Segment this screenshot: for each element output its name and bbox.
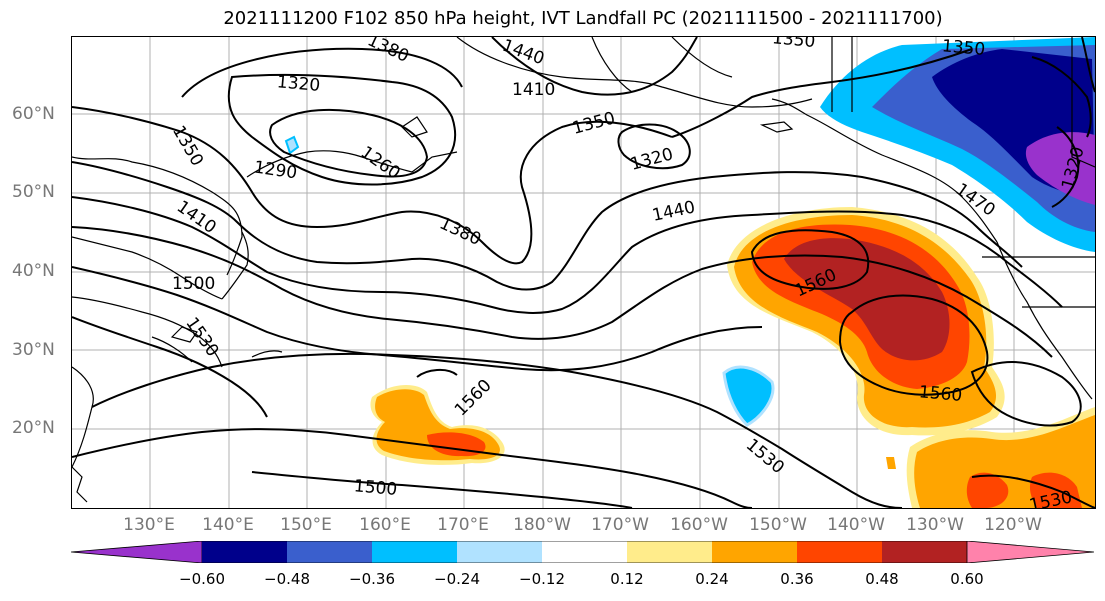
colorbar-segment bbox=[882, 541, 967, 563]
colorbar-tick-label: 0.36 bbox=[780, 570, 814, 588]
lon-label-140w: 140°W bbox=[827, 515, 885, 535]
colorbar-tick-label: −0.36 bbox=[349, 570, 395, 588]
contour-label: 1380 bbox=[436, 214, 484, 250]
lon-label-140e: 140°E bbox=[202, 515, 254, 535]
map-title: 2021111200 F102 850 hPa height, IVT Land… bbox=[223, 8, 943, 29]
lat-label-40n: 40°N bbox=[12, 261, 55, 281]
colorbar-segment bbox=[202, 541, 287, 563]
lon-label-160w: 160°W bbox=[670, 515, 728, 535]
contour-label: 1410 bbox=[512, 80, 555, 100]
contour-label: 1560 bbox=[918, 382, 963, 406]
colorbar-segment bbox=[542, 541, 627, 563]
colorbar bbox=[71, 541, 1094, 563]
contour-label: 1530 bbox=[742, 435, 788, 478]
contour-label: 1380 bbox=[364, 37, 412, 67]
lon-label-150e: 150°E bbox=[280, 515, 332, 535]
lon-label-170e: 170°E bbox=[437, 515, 489, 535]
contour-label: 1290 bbox=[253, 158, 299, 184]
colorbar-segment bbox=[712, 541, 797, 563]
colorbar-segment bbox=[966, 541, 1094, 563]
lat-label-30n: 30°N bbox=[12, 340, 55, 360]
colorbar-tick-label: 0.48 bbox=[865, 570, 899, 588]
coastlines bbox=[72, 37, 1095, 503]
height-contours bbox=[72, 37, 1095, 508]
colorbar-segment bbox=[372, 541, 457, 563]
colorbar-segment bbox=[71, 541, 203, 563]
colorbar-tick-label: 0.60 bbox=[950, 570, 984, 588]
colorbar-segment bbox=[457, 541, 542, 563]
contour-label: 1320 bbox=[276, 72, 321, 96]
contour-label: 1560 bbox=[451, 376, 496, 421]
contour-label: 1440 bbox=[651, 197, 697, 226]
map-panel: 1380 1440 1320 1410 1350 1290 1260 1350 … bbox=[71, 36, 1096, 509]
contour-label: 1410 bbox=[173, 197, 220, 238]
colorbar-segment bbox=[627, 541, 712, 563]
colorbar-tick-label: 0.12 bbox=[610, 570, 644, 588]
ivt-positive-region bbox=[370, 207, 1095, 508]
colorbar-segment bbox=[797, 541, 882, 563]
lat-label-20n: 20°N bbox=[12, 418, 55, 438]
contour-label: 1320 bbox=[628, 144, 675, 175]
contour-label: 1350 bbox=[168, 122, 207, 169]
lon-label-170w: 170°W bbox=[591, 515, 649, 535]
colorbar-tick-label: −0.12 bbox=[519, 570, 565, 588]
ivt-negative-region bbox=[284, 37, 1095, 427]
map-canvas: 1380 1440 1320 1410 1350 1290 1260 1350 … bbox=[72, 37, 1095, 508]
lat-label-60n: 60°N bbox=[12, 104, 55, 124]
lon-label-150w: 150°W bbox=[749, 515, 807, 535]
contour-label: 1350 bbox=[570, 108, 617, 139]
contour-label: 1350 bbox=[941, 37, 986, 60]
colorbar-tick-label: −0.60 bbox=[179, 570, 225, 588]
colorbar-tick-label: −0.48 bbox=[264, 570, 310, 588]
lon-label-130w: 130°W bbox=[906, 515, 964, 535]
lon-label-130e: 130°E bbox=[123, 515, 175, 535]
colorbar-tick-label: −0.24 bbox=[434, 570, 480, 588]
lat-label-50n: 50°N bbox=[12, 182, 55, 202]
lon-label-160e: 160°E bbox=[359, 515, 411, 535]
colorbar-segment bbox=[287, 541, 372, 563]
contour-label: 1260 bbox=[357, 143, 404, 184]
contour-label: 1530 bbox=[181, 314, 222, 361]
contour-label: 1500 bbox=[353, 476, 398, 500]
lon-label-120w: 120°W bbox=[984, 515, 1042, 535]
lon-label-180w: 180°W bbox=[513, 515, 571, 535]
contour-label: 1350 bbox=[771, 37, 816, 52]
contour-label: 1500 bbox=[172, 274, 215, 294]
colorbar-tick-label: 0.24 bbox=[695, 570, 729, 588]
